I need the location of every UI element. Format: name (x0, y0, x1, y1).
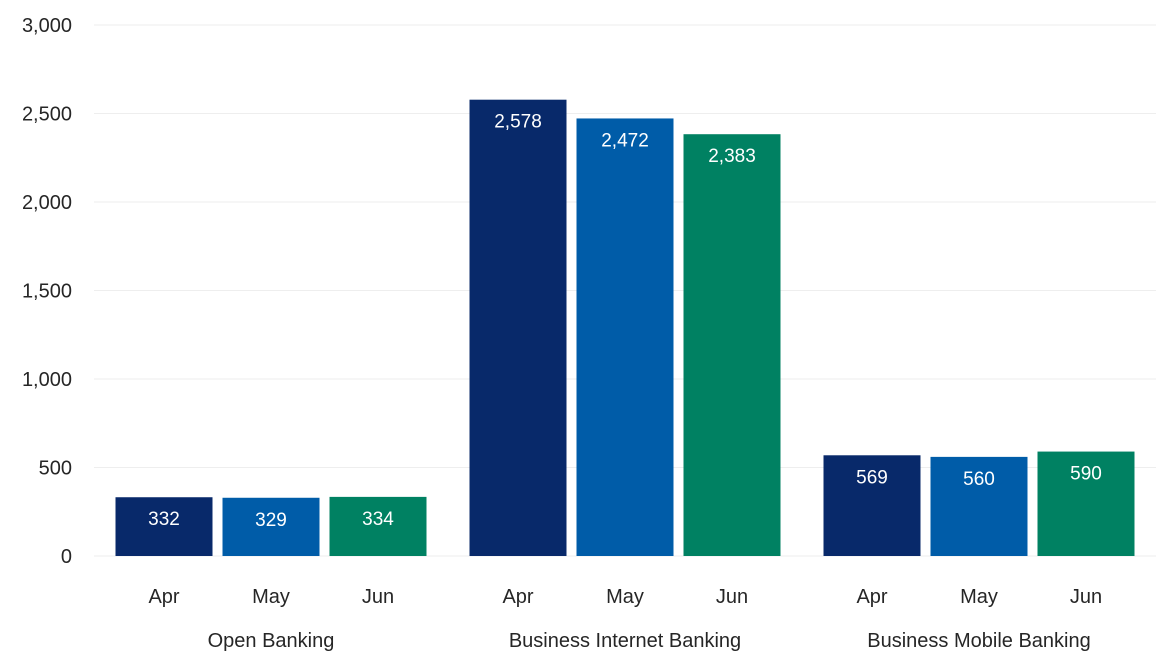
y-tick-label: 1,000 (22, 369, 72, 391)
bar-value-label: 560 (963, 469, 995, 490)
x-tick-label: Jun (716, 586, 748, 608)
x-tick-label: May (252, 586, 290, 608)
y-tick-label: 2,500 (22, 104, 72, 126)
y-tick-label: 1,500 (22, 281, 72, 303)
bar-value-label: 2,578 (494, 112, 542, 133)
x-tick-label: May (606, 586, 644, 608)
bar-apr (115, 497, 213, 556)
group-label: Business Mobile Banking (867, 630, 1090, 652)
bar-value-label: 590 (1070, 464, 1102, 485)
bar-value-label: 332 (148, 509, 180, 530)
y-tick-label: 2,000 (22, 192, 72, 214)
bar-jun (329, 496, 427, 556)
x-tick-label: Apr (148, 586, 179, 608)
bar-value-label: 2,383 (708, 146, 756, 167)
x-tick-label: Apr (856, 586, 887, 608)
y-tick-label: 0 (61, 546, 72, 568)
x-tick-label: Jun (1070, 586, 1102, 608)
bar-may (222, 497, 320, 556)
bar-value-label: 569 (856, 467, 888, 488)
bars (115, 99, 1135, 557)
x-tick-label: Jun (362, 586, 394, 608)
bar-value-label: 334 (362, 509, 394, 530)
group-label: Open Banking (208, 630, 335, 652)
group-labels: Open Banking Business Internet Banking Bus… (208, 630, 1091, 652)
bar-jun (683, 134, 781, 557)
bar-labels: 332 329 334 2,578 2,472 2,383 569 560 590 (148, 112, 1102, 531)
group-label: Business Internet Banking (509, 630, 741, 652)
x-axis-ticks: Apr May Jun Apr May Jun Apr May Jun (148, 586, 1102, 608)
bar-apr (823, 455, 921, 556)
bar-may (576, 118, 674, 557)
x-tick-label: Apr (502, 586, 533, 608)
bar-apr (469, 99, 567, 556)
bar-jun (1037, 451, 1135, 556)
y-axis-ticks: 0 500 1,000 1,500 2,000 2,500 3,000 (22, 15, 72, 568)
bar-value-label: 329 (255, 510, 287, 531)
y-tick-label: 3,000 (22, 15, 72, 37)
bar-value-label: 2,472 (601, 130, 649, 151)
bar-may (930, 456, 1028, 556)
y-tick-label: 500 (39, 458, 72, 480)
x-tick-label: May (960, 586, 998, 608)
